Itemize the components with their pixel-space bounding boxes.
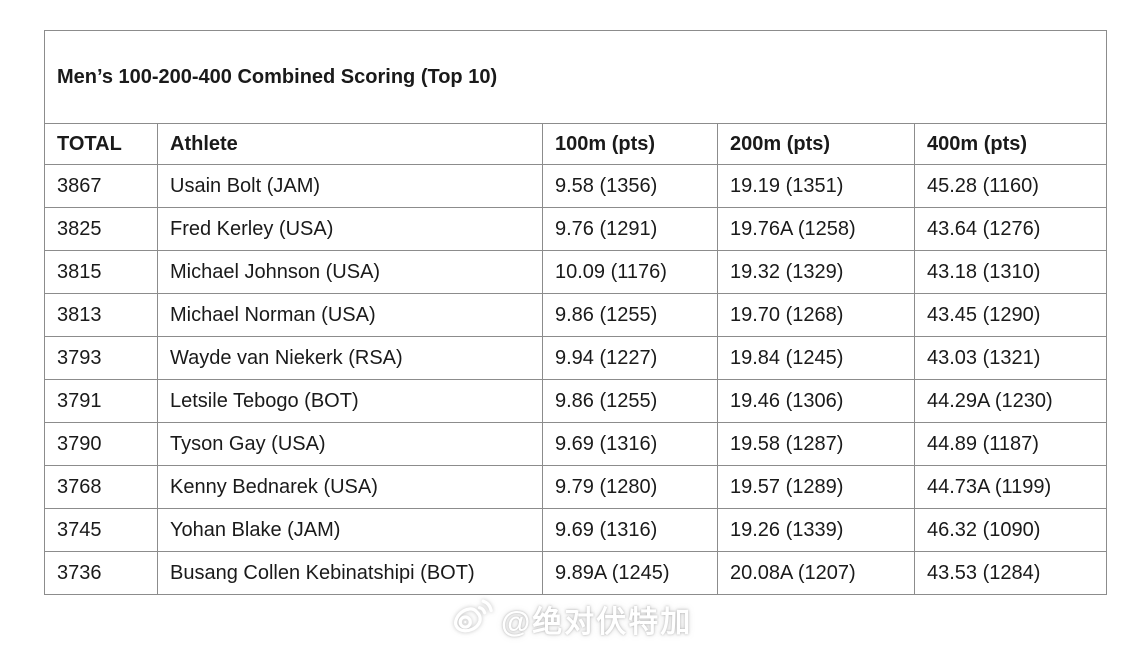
total-cell: 3815 (44, 250, 158, 294)
m100-cell: 9.89A (1245) (542, 551, 718, 595)
total-cell: 3825 (44, 207, 158, 251)
athlete-cell: Letsile Tebogo (BOT) (157, 379, 543, 423)
table-row: 3736 Busang Collen Kebinatshipi (BOT) 9.… (44, 551, 1108, 595)
m200-cell: 19.19 (1351) (717, 164, 915, 208)
table-row: 3867 Usain Bolt (JAM) 9.58 (1356) 19.19 … (44, 164, 1108, 208)
total-cell: 3736 (44, 551, 158, 595)
total-cell: 3745 (44, 508, 158, 552)
column-header-100m: 100m (pts) (542, 123, 718, 165)
m400-cell: 44.29A (1230) (913, 379, 1108, 423)
athlete-cell: Kenny Bednarek (USA) (157, 465, 543, 509)
athlete-cell: Yohan Blake (JAM) (157, 508, 543, 552)
table-row: 3791 Letsile Tebogo (BOT) 9.86 (1255) 19… (44, 379, 1108, 423)
header-row: TOTAL Athlete 100m (pts) 200m (pts) 400m… (44, 123, 1108, 165)
table-title: Men’s 100-200-400 Combined Scoring (Top … (43, 30, 1108, 124)
table-row: 3793 Wayde van Niekerk (RSA) 9.94 (1227)… (44, 336, 1108, 380)
table-row: 3745 Yohan Blake (JAM) 9.69 (1316) 19.26… (44, 508, 1108, 552)
m100-cell: 9.69 (1316) (542, 508, 718, 552)
total-cell: 3768 (44, 465, 158, 509)
m100-cell: 9.79 (1280) (542, 465, 718, 509)
m200-cell: 19.57 (1289) (717, 465, 915, 509)
total-cell: 3790 (44, 422, 158, 466)
m200-cell: 19.46 (1306) (717, 379, 915, 423)
athlete-cell: Fred Kerley (USA) (157, 207, 543, 251)
scoring-table: Men’s 100-200-400 Combined Scoring (Top … (43, 30, 1108, 595)
m200-cell: 19.70 (1268) (717, 293, 915, 337)
m400-cell: 46.32 (1090) (913, 508, 1108, 552)
column-header-400m: 400m (pts) (913, 123, 1108, 165)
athlete-cell: Wayde van Niekerk (RSA) (157, 336, 543, 380)
watermark: @绝对伏特加 (448, 596, 692, 642)
table-row: 3815 Michael Johnson (USA) 10.09 (1176) … (44, 250, 1108, 294)
m100-cell: 9.58 (1356) (542, 164, 718, 208)
m400-cell: 43.64 (1276) (913, 207, 1108, 251)
m100-cell: 9.69 (1316) (542, 422, 718, 466)
weibo-icon (448, 596, 494, 643)
m400-cell: 44.89 (1187) (913, 422, 1108, 466)
total-cell: 3791 (44, 379, 158, 423)
athlete-cell: Tyson Gay (USA) (157, 422, 543, 466)
m100-cell: 10.09 (1176) (542, 250, 718, 294)
column-header-athlete: Athlete (157, 123, 543, 165)
m400-cell: 44.73A (1199) (913, 465, 1108, 509)
m400-cell: 45.28 (1160) (913, 164, 1108, 208)
m100-cell: 9.86 (1255) (542, 379, 718, 423)
athlete-cell: Usain Bolt (JAM) (157, 164, 543, 208)
m200-cell: 19.32 (1329) (717, 250, 915, 294)
m400-cell: 43.53 (1284) (913, 551, 1108, 595)
total-cell: 3793 (44, 336, 158, 380)
m200-cell: 20.08A (1207) (717, 551, 915, 595)
athlete-cell: Busang Collen Kebinatshipi (BOT) (157, 551, 543, 595)
m200-cell: 19.58 (1287) (717, 422, 915, 466)
watermark-text: @绝对伏特加 (501, 606, 693, 639)
column-header-total: TOTAL (44, 123, 158, 165)
table-row: 3825 Fred Kerley (USA) 9.76 (1291) 19.76… (44, 207, 1108, 251)
athlete-cell: Michael Johnson (USA) (157, 250, 543, 294)
m200-cell: 19.76A (1258) (717, 207, 915, 251)
m400-cell: 43.03 (1321) (913, 336, 1108, 380)
m400-cell: 43.45 (1290) (913, 293, 1108, 337)
m100-cell: 9.86 (1255) (542, 293, 718, 337)
total-cell: 3867 (44, 164, 158, 208)
m100-cell: 9.94 (1227) (542, 336, 718, 380)
athlete-cell: Michael Norman (USA) (157, 293, 543, 337)
m100-cell: 9.76 (1291) (542, 207, 718, 251)
m200-cell: 19.26 (1339) (717, 508, 915, 552)
table-row: 3813 Michael Norman (USA) 9.86 (1255) 19… (44, 293, 1108, 337)
column-header-200m: 200m (pts) (717, 123, 915, 165)
m200-cell: 19.84 (1245) (717, 336, 915, 380)
table-row: 3790 Tyson Gay (USA) 9.69 (1316) 19.58 (… (44, 422, 1108, 466)
m400-cell: 43.18 (1310) (913, 250, 1108, 294)
total-cell: 3813 (44, 293, 158, 337)
table-row: 3768 Kenny Bednarek (USA) 9.79 (1280) 19… (44, 465, 1108, 509)
title-row: Men’s 100-200-400 Combined Scoring (Top … (43, 30, 1108, 124)
